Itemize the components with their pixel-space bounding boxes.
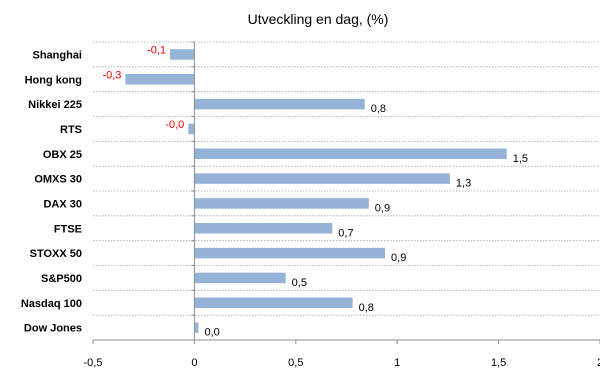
bar [194,223,333,234]
value-label: 0,9 [391,252,406,264]
value-label: 0,5 [292,277,307,289]
bar [194,148,507,159]
x-tick-label: -0,5 [84,357,103,369]
value-label: 0,0 [204,327,219,339]
axes [92,41,600,344]
chart-title: Utveckling en dag, (%) [248,11,389,27]
value-label: 0,8 [359,302,374,314]
bar [170,49,195,60]
category-label: Nikkei 225 [28,99,82,111]
labels: Shanghai -0,1 Hong kong -0,3 Nikkei 225 0,8 RT… [21,44,600,369]
bar [194,98,365,110]
bar [188,123,195,135]
category-label: OMXS 30 [34,174,82,186]
value-label: 0,7 [338,227,353,239]
x-tick-label: 1,5 [491,357,506,369]
value-label: -0,1 [147,44,166,56]
category-label: RTS [60,124,82,136]
value-label: 0,8 [371,103,386,115]
bars [125,49,507,333]
value-label: -0,3 [102,69,121,81]
value-label: 0,9 [375,202,390,214]
category-label: Hong kong [25,74,82,86]
value-label: -0,0 [165,119,184,131]
category-label: Nasdaq 100 [21,298,82,310]
category-label: Dow Jones [24,323,82,335]
x-tick-label: 2 [597,357,600,369]
bar [125,74,195,85]
bar [194,198,369,209]
category-label: OBX 25 [43,149,82,161]
category-label: Shanghai [32,49,82,61]
category-label: FTSE [54,223,82,235]
x-tick-label: 0,5 [288,357,303,369]
value-label: 1,3 [456,178,471,190]
bar [194,272,286,284]
category-label: STOXX 50 [30,248,82,260]
category-label: DAX 30 [43,198,82,210]
value-label: 1,5 [513,153,528,165]
x-tick-label: 0 [191,357,197,369]
bar [194,173,450,184]
bar [194,297,353,308]
bar [194,247,386,259]
grid-lines [93,41,600,316]
bar [194,322,199,333]
category-label: S&P500 [41,273,82,285]
x-tick-label: 1 [394,357,400,369]
